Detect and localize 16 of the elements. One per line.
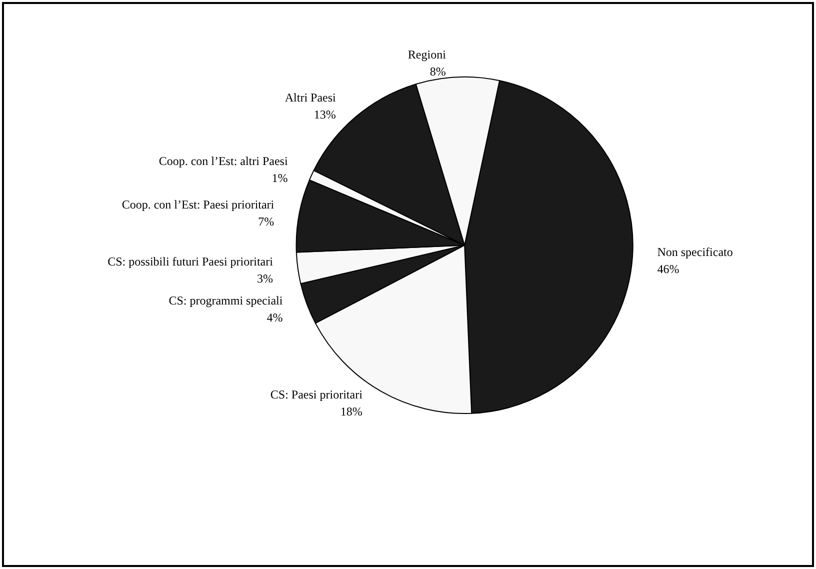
data-label: 3% (256, 271, 273, 286)
slice-label: Coop. con l’Est: Paesi prioritari (122, 197, 275, 212)
data-label: 4% (266, 310, 283, 324)
data-label: 13% (314, 107, 336, 122)
slice-label: CS: programmi speciali (168, 293, 284, 308)
slice-label: Coop. con l’Est: altri Paesi (158, 154, 288, 168)
data-label: 1% (272, 170, 288, 185)
slice-label: Regioni (408, 48, 447, 62)
data-label: 7% (258, 214, 274, 228)
data-label: 46% (657, 262, 680, 276)
data-label: 8% (430, 64, 446, 79)
data-label: 18% (340, 404, 362, 419)
slice-label: CS: Paesi prioritari (270, 388, 364, 402)
slice-label: Altri Paesi (284, 90, 337, 104)
slice-label: CS: possibili futuri Paesi prioritari (108, 254, 274, 268)
slice-label: Non specificato (657, 244, 733, 259)
